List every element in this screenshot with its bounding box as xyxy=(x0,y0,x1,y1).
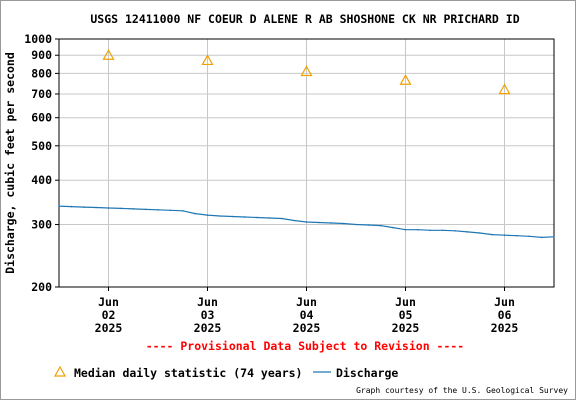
median-marker xyxy=(498,83,511,95)
discharge-point xyxy=(120,207,122,210)
legend-median-label: Median daily statistic (74 years) xyxy=(74,366,302,380)
discharge-point xyxy=(157,209,159,211)
discharge-point xyxy=(281,217,283,220)
discharge-point xyxy=(454,230,456,232)
discharge-point xyxy=(231,215,234,218)
y-tick-label: 700 xyxy=(31,87,52,101)
x-tick-label: 2025 xyxy=(194,321,222,335)
y-tick-label: 300 xyxy=(31,218,52,232)
discharge-point xyxy=(392,226,394,229)
discharge-point xyxy=(83,206,85,208)
discharge-point xyxy=(441,229,444,232)
discharge-point xyxy=(367,224,370,226)
legend-median-icon xyxy=(53,365,67,377)
x-tick-label: Jun xyxy=(98,295,119,309)
x-tick-label: Jun xyxy=(197,295,218,309)
x-tick-label: 2025 xyxy=(491,321,519,335)
discharge-point xyxy=(479,232,481,234)
grid-lines xyxy=(59,39,554,287)
discharge-point xyxy=(182,210,184,212)
median-marker xyxy=(102,48,115,60)
discharge-point xyxy=(380,224,382,227)
discharge-point xyxy=(540,236,543,239)
discharge-point xyxy=(144,208,147,211)
y-tick-label: 400 xyxy=(31,173,52,187)
discharge-point xyxy=(95,206,97,209)
y-tick-label: 900 xyxy=(31,48,52,62)
x-tick-label: 04 xyxy=(300,308,314,322)
y-tick-label: 600 xyxy=(31,111,52,125)
median-marker xyxy=(399,74,412,85)
median-marker xyxy=(201,54,214,66)
discharge-point xyxy=(318,221,320,224)
x-tick-label: 03 xyxy=(201,308,215,322)
discharge-point xyxy=(429,229,432,232)
y-axis-ticks: 200 300 400 500 600 700 800 900 1000 xyxy=(24,32,59,294)
x-tick-label: 06 xyxy=(498,308,512,322)
discharge-point xyxy=(417,228,419,231)
chart-title: USGS 12411000 NF COEUR D ALENE R AB SHOS… xyxy=(90,12,519,26)
discharge-point xyxy=(256,216,258,219)
legend: Median daily statistic (74 years) Dischar… xyxy=(53,365,398,380)
x-tick-label: 2025 xyxy=(293,321,321,335)
discharge-point xyxy=(219,215,221,217)
discharge-point xyxy=(491,233,493,236)
discharge-point xyxy=(58,205,60,207)
discharge-point xyxy=(516,234,518,237)
discharge-point xyxy=(293,219,295,222)
legend-discharge-label: Discharge xyxy=(336,366,398,380)
discharge-point xyxy=(503,234,506,236)
x-tick-label: Jun xyxy=(395,295,416,309)
discharge-point xyxy=(132,208,135,210)
y-tick-label: 1000 xyxy=(24,32,52,46)
x-tick-label: 05 xyxy=(399,308,413,322)
discharge-point xyxy=(330,222,333,224)
series-layer xyxy=(58,48,555,239)
x-tick-label: 2025 xyxy=(95,321,123,335)
discharge-point xyxy=(206,214,209,216)
discharge-point xyxy=(107,207,110,209)
x-tick-label: Jun xyxy=(494,295,515,309)
y-tick-label: 800 xyxy=(31,66,52,80)
discharge-point xyxy=(70,205,73,208)
discharge-point xyxy=(404,228,407,231)
discharge-point xyxy=(194,212,196,215)
discharge-point xyxy=(268,217,271,219)
discharge-point xyxy=(243,216,246,218)
discharge-point xyxy=(169,209,172,212)
discharge-point xyxy=(342,222,345,225)
provisional-note: ---- Provisional Data Subject to Revisio… xyxy=(146,339,465,353)
discharge-point xyxy=(528,235,531,238)
x-tick-label: Jun xyxy=(296,295,317,309)
x-tick-label: 02 xyxy=(102,308,116,322)
discharge-point xyxy=(466,231,469,233)
discharge-point xyxy=(355,223,357,226)
median-marker xyxy=(300,65,313,77)
x-tick-label: 2025 xyxy=(392,321,420,335)
y-axis-label: Discharge, cubic feet per second xyxy=(3,52,17,274)
y-tick-label: 500 xyxy=(31,139,52,153)
credit-text: Graph courtesy of the U.S. Geological Su… xyxy=(356,386,568,395)
discharge-point xyxy=(553,236,555,238)
y-tick-label: 200 xyxy=(31,280,52,294)
x-axis-ticks: Jun022025Jun032025Jun042025Jun052025Jun0… xyxy=(95,287,519,335)
discharge-point xyxy=(305,221,308,223)
